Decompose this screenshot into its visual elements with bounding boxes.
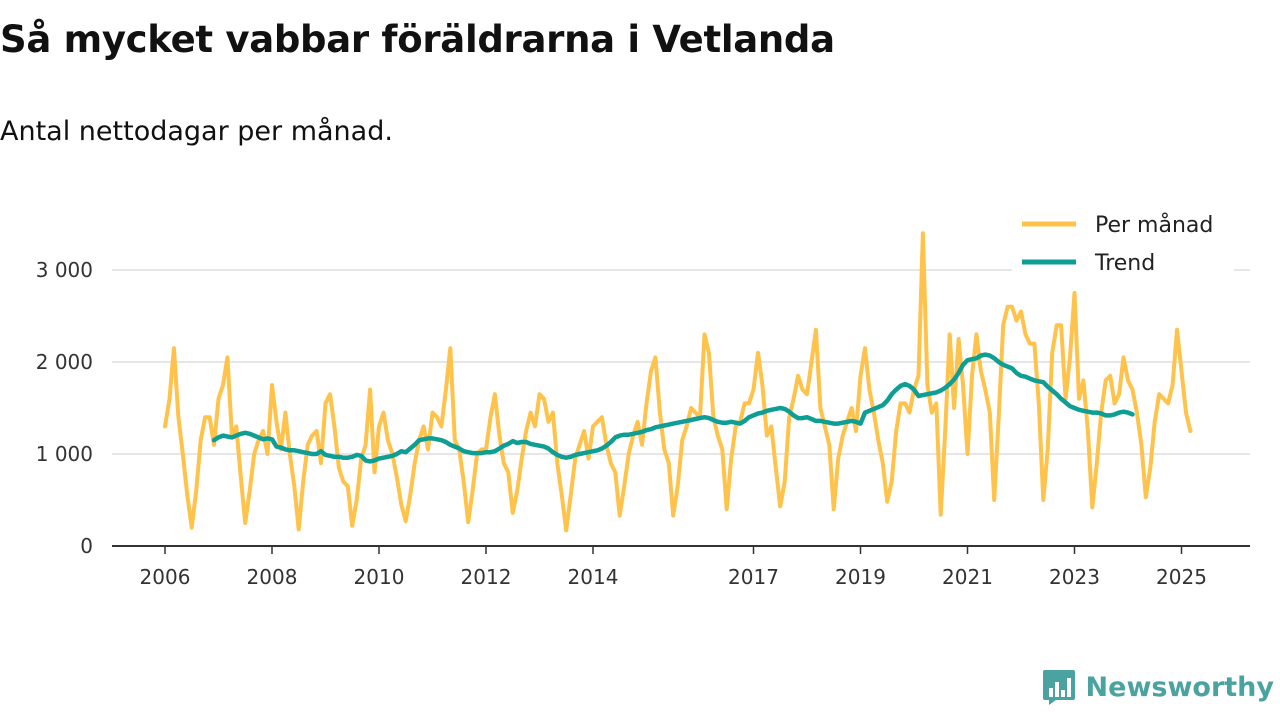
x-tick-label: 2010 xyxy=(354,565,405,589)
y-axis-ticks: 0 1 000 2 000 3 000 xyxy=(36,258,93,558)
y-tick-label: 1 000 xyxy=(36,442,93,466)
y-tick-label: 2 000 xyxy=(36,350,93,374)
x-tick-label: 2008 xyxy=(247,565,298,589)
x-axis: 2006 2008 2010 2012 2014 2017 2019 2021 2023 2025 xyxy=(112,545,1250,589)
y-tick-label: 3 000 xyxy=(36,258,93,282)
brand-name: Newsworthy xyxy=(1085,671,1274,703)
x-tick-label: 2025 xyxy=(1156,565,1207,589)
x-tick-label: 2012 xyxy=(461,565,512,589)
legend: Per månad Trend xyxy=(1012,205,1234,276)
per-manad-line xyxy=(163,231,1193,533)
x-tick-label: 2023 xyxy=(1049,565,1100,589)
chart-subtitle: Antal nettodagar per månad. xyxy=(0,116,393,147)
y-tick-label: 0 xyxy=(80,534,93,558)
chart-title: Så mycket vabbar föräldrarna i Vetlanda xyxy=(0,18,835,61)
newsworthy-icon xyxy=(1042,670,1075,705)
x-tick-label: 2014 xyxy=(568,565,619,589)
x-tick-label: 2006 xyxy=(140,565,191,589)
legend-label-trend: Trend xyxy=(1094,251,1155,276)
series-lines xyxy=(163,231,1193,533)
x-tick-label: 2019 xyxy=(835,565,886,589)
trend-line xyxy=(211,352,1135,464)
legend-label-per-manad: Per månad xyxy=(1095,212,1213,238)
x-tick-label: 2021 xyxy=(942,565,993,589)
x-tick-label: 2017 xyxy=(728,565,779,589)
newsworthy-logo: Newsworthy xyxy=(1042,668,1274,706)
